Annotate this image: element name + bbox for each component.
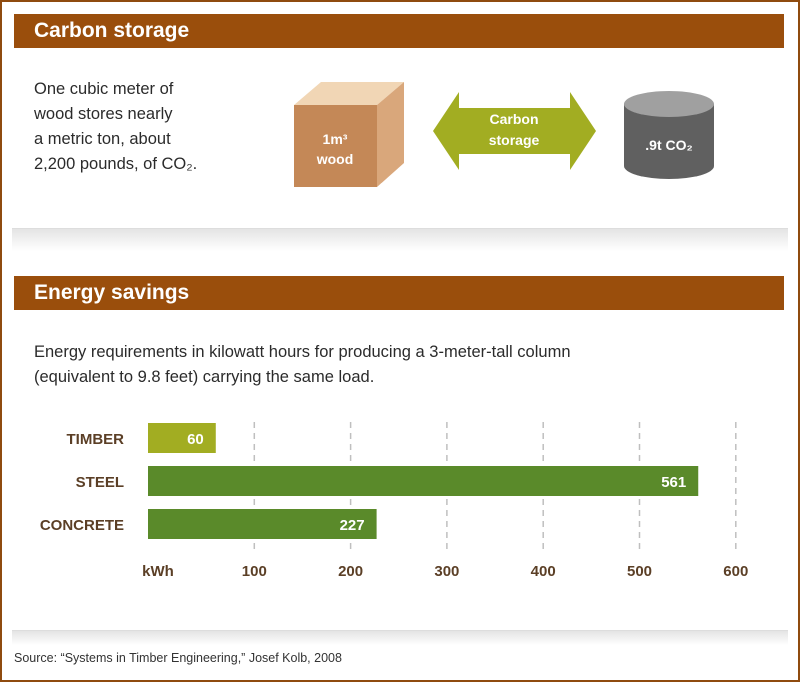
tick-label: 200 <box>338 563 363 580</box>
cube-side-face <box>377 82 404 187</box>
tick-label: 400 <box>531 563 556 580</box>
carbon-description-line: wood stores nearly <box>34 105 173 123</box>
data-label: 561 <box>661 474 686 491</box>
section-divider <box>12 228 788 229</box>
data-label: 227 <box>340 517 365 534</box>
carbon-storage-heading: Carbon storage <box>14 14 784 48</box>
arrow-label-line2: storage <box>489 132 540 148</box>
cylinder-top <box>624 91 714 117</box>
double-arrow-shape <box>433 92 596 170</box>
arrow-label-line1: Carbon <box>490 111 539 127</box>
bar-timber <box>148 423 216 453</box>
cube-label-material: wood <box>316 151 354 167</box>
wood-cube-icon: 1m³ wood <box>294 82 404 187</box>
category-label: CONCRETE <box>40 517 124 534</box>
section-shadow <box>12 229 788 251</box>
category-label: TIMBER <box>67 431 125 448</box>
energy-description: Energy requirements in kilowatt hours fo… <box>34 340 571 390</box>
footer-divider <box>12 630 788 631</box>
data-label: 60 <box>187 431 204 448</box>
tick-label: 500 <box>627 563 652 580</box>
tick-label: 300 <box>434 563 459 580</box>
tick-label: 100 <box>242 563 267 580</box>
footer-shadow <box>12 631 788 645</box>
carbon-description-line: One cubic meter of <box>34 80 174 98</box>
energy-description-line: (equivalent to 9.8 feet) carrying the sa… <box>34 368 375 386</box>
carbon-description-line: 2,200 pounds, of CO₂. <box>34 155 198 173</box>
double-arrow-icon: Carbon storage <box>433 92 596 170</box>
energy-description-line: Energy requirements in kilowatt hours fo… <box>34 343 571 361</box>
cube-top-face <box>294 82 404 105</box>
source-credit: Source: “Systems in Timber Engineering,”… <box>14 651 342 665</box>
category-label: STEEL <box>76 474 124 491</box>
cube-front-face <box>294 105 377 187</box>
energy-savings-heading: Energy savings <box>14 276 784 310</box>
co2-cylinder-icon: .9t CO₂ <box>624 91 714 179</box>
cube-label-volume: 1m³ <box>323 131 348 147</box>
bar-concrete <box>148 509 377 539</box>
carbon-description-line: a metric ton, about <box>34 130 171 148</box>
cylinder-body <box>624 104 714 179</box>
tick-label: 600 <box>723 563 748 580</box>
carbon-description: One cubic meter of wood stores nearly a … <box>34 77 197 177</box>
unit-label: kWh <box>142 563 174 580</box>
cylinder-label: .9t CO₂ <box>645 137 692 153</box>
bar-steel <box>148 466 699 496</box>
